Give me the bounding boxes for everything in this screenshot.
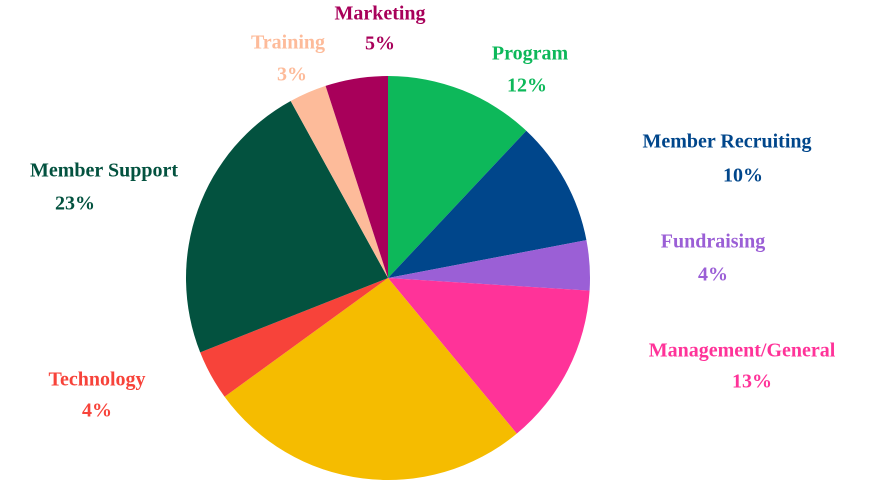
slice-label: Management/General bbox=[649, 340, 836, 362]
slice-label: Fundraising bbox=[661, 231, 765, 253]
pie-slice bbox=[388, 278, 590, 434]
slice-label: Member Support bbox=[30, 160, 178, 182]
slice-value: 4% bbox=[698, 264, 728, 286]
pie-slice bbox=[388, 130, 587, 278]
pie-slice bbox=[388, 76, 527, 278]
slice-label: Member Recruiting bbox=[642, 131, 811, 153]
pie-slice bbox=[325, 76, 388, 278]
slice-value: 13% bbox=[732, 371, 772, 393]
pie-slice bbox=[388, 240, 590, 291]
slice-value: 12% bbox=[507, 75, 547, 97]
slice-label: Program bbox=[492, 43, 569, 65]
slice-value: 4% bbox=[82, 400, 112, 422]
slice-value: 5% bbox=[365, 33, 395, 55]
slice-value: 10% bbox=[723, 165, 763, 187]
slice-label: Training bbox=[251, 32, 325, 54]
pie-slice bbox=[224, 278, 517, 480]
slice-value: 23% bbox=[55, 193, 95, 215]
pie-slice bbox=[186, 100, 388, 353]
slice-label: Technology bbox=[48, 369, 145, 391]
slice-label: Marketing bbox=[334, 3, 425, 25]
slice-value: 3% bbox=[277, 64, 307, 86]
pie-slice bbox=[290, 85, 388, 278]
pie-slice bbox=[200, 278, 388, 397]
